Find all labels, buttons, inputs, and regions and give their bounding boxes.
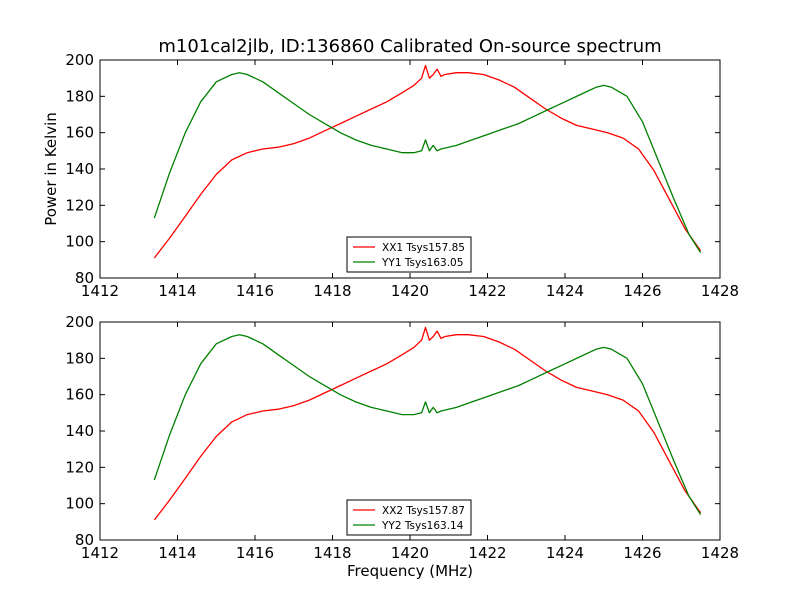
legend-entry: YY2 Tsys163.14 <box>381 520 464 532</box>
x-tick-label: 1424 <box>546 282 584 300</box>
x-tick-label: 1424 <box>546 544 584 562</box>
y-tick-label: 200 <box>65 51 94 69</box>
legend: XX1 Tsys157.85 YY1 Tsys163.05 <box>346 236 472 273</box>
x-tick-label: 1416 <box>236 282 274 300</box>
series-line-2 <box>153 72 702 253</box>
y-tick-label: 80 <box>75 531 94 549</box>
legend: XX2 Tsys157.87 YY2 Tsys163.14 <box>346 499 472 536</box>
x-tick-label: 1412 <box>81 282 119 300</box>
x-tick-label: 1426 <box>623 544 661 562</box>
x-tick-label: 1412 <box>81 544 119 562</box>
x-tick-label: 1418 <box>313 282 351 300</box>
x-tick-label: 1416 <box>236 544 274 562</box>
y-tick-label: 160 <box>65 386 94 404</box>
y-tick-label: 100 <box>65 233 94 251</box>
x-tick-label: 1428 <box>701 282 739 300</box>
x-tick-label: 1422 <box>468 282 506 300</box>
legend-entry: XX1 Tsys157.85 <box>382 242 465 254</box>
y-tick-label: 200 <box>65 313 94 331</box>
series-line-1 <box>153 64 702 259</box>
x-tick-label: 1422 <box>468 544 506 562</box>
y-tick-label: 100 <box>65 495 94 513</box>
y-tick-label: 80 <box>75 269 94 287</box>
y-axis-label: Power in Kelvin <box>42 112 60 226</box>
y-tick-label: 140 <box>65 422 94 440</box>
legend-entry: YY1 Tsys163.05 <box>381 257 463 269</box>
y-tick-label: 180 <box>65 349 94 367</box>
y-tick-label: 180 <box>65 87 94 105</box>
x-tick-label: 1420 <box>391 544 429 562</box>
legend-box <box>346 236 472 273</box>
chart-panel-2: 1412 1414 1416 1418 1420 1422 1424 1426 1428 80 10… <box>65 313 739 580</box>
series-line-2 <box>153 334 702 515</box>
y-tick-label: 120 <box>65 458 94 476</box>
legend-entry: XX2 Tsys157.87 <box>382 505 465 517</box>
x-tick-label: 1426 <box>623 282 661 300</box>
y-tick-label: 140 <box>65 160 94 178</box>
x-tick-label: 1428 <box>701 544 739 562</box>
x-tick-label: 1420 <box>391 282 429 300</box>
y-tick-label: 160 <box>65 124 94 142</box>
chart-panel-1: m101cal2jlb, ID:136860 Calibrated On-sou… <box>42 36 739 300</box>
chart-title: m101cal2jlb, ID:136860 Calibrated On-sou… <box>158 36 661 57</box>
x-tick-label: 1414 <box>158 544 196 562</box>
series-line-1 <box>153 326 702 521</box>
y-tick-label: 120 <box>65 196 94 214</box>
x-axis-label: Frequency (MHz) <box>347 562 473 580</box>
x-tick-label: 1418 <box>313 544 351 562</box>
x-tick-label: 1414 <box>158 282 196 300</box>
legend-box <box>346 499 472 536</box>
